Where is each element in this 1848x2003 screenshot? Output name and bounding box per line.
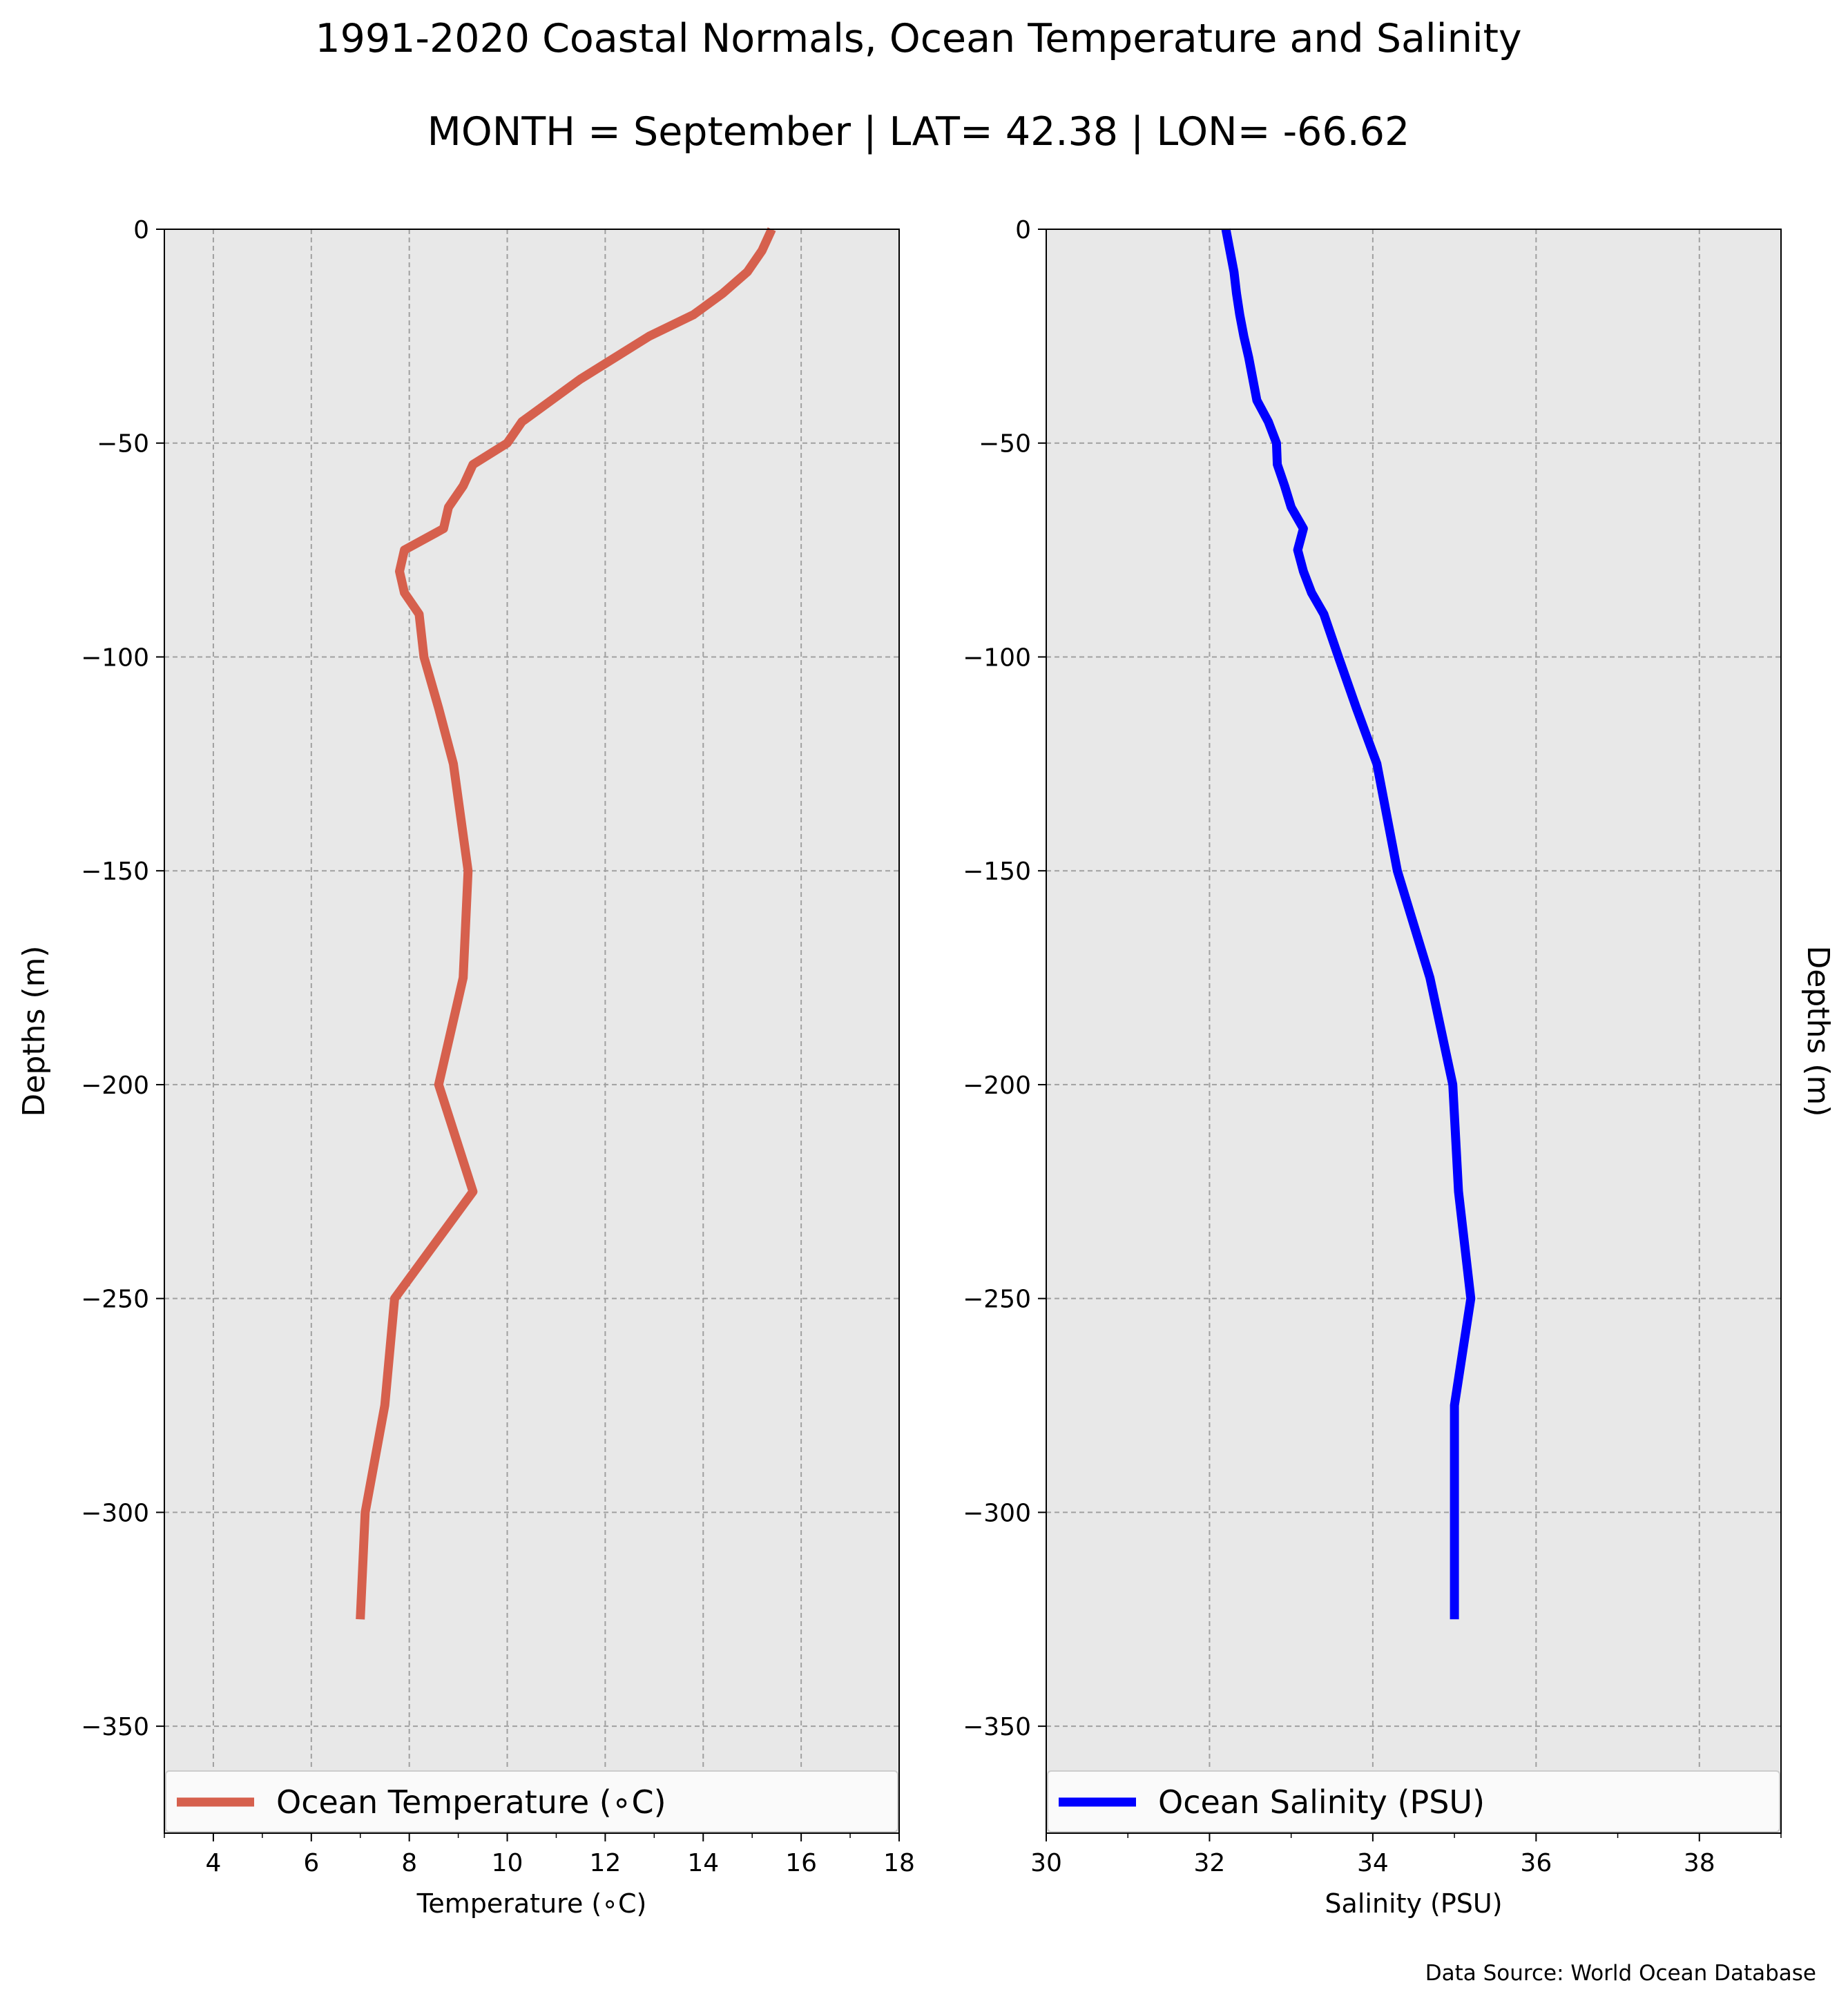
- y-tick-label: −200: [81, 1072, 149, 1100]
- y-axis-label: Depths (m): [1800, 945, 1836, 1116]
- x-tick-label: 6: [303, 1849, 319, 1877]
- legend: Ocean Temperature (∘C): [165, 1770, 898, 1832]
- x-tick-label: 8: [401, 1849, 417, 1877]
- x-tick-label: 10: [492, 1849, 523, 1877]
- x-tick-label: 4: [205, 1849, 221, 1877]
- x-tick-label: 34: [1357, 1849, 1389, 1877]
- y-tick-label: −350: [963, 1713, 1031, 1741]
- y-tick-label: 0: [133, 216, 149, 244]
- x-tick-label: 18: [883, 1849, 915, 1877]
- y-axis-label: Depths (m): [17, 945, 52, 1116]
- axes-frame: [164, 229, 900, 1834]
- legend-box: [165, 1770, 898, 1832]
- axes-frame: [1046, 229, 1782, 1834]
- x-tick-label: 36: [1520, 1849, 1552, 1877]
- x-tick-label: 38: [1684, 1849, 1715, 1877]
- x-tick-label: 30: [1030, 1849, 1062, 1877]
- y-ticks: 0 −50 −100 −150 −200 −250 −300 −350: [81, 216, 164, 1741]
- salinity-panel: Ocean Salinity (PSU) 30 32 34 36 38 0 −50 −100 −1…: [963, 216, 1836, 1919]
- legend-box: [1047, 1770, 1780, 1832]
- x-tick-label: 32: [1194, 1849, 1226, 1877]
- y-tick-label: −50: [979, 430, 1031, 458]
- y-tick-label: −100: [963, 644, 1031, 672]
- y-tick-label: −350: [81, 1713, 149, 1741]
- y-tick-label: −150: [81, 858, 149, 886]
- legend-label: Ocean Salinity (PSU): [1158, 1783, 1485, 1821]
- y-tick-label: −250: [81, 1286, 149, 1314]
- y-tick-label: 0: [1015, 216, 1031, 244]
- y-tick-label: −200: [963, 1072, 1031, 1100]
- series-line-1-0: [1221, 228, 1476, 1620]
- y-tick-label: −250: [963, 1286, 1031, 1314]
- y-tick-label: −300: [963, 1499, 1031, 1527]
- chart-title: 1991-2020 Coastal Normals, Ocean Tempera…: [315, 16, 1521, 61]
- x-tick-label: 16: [785, 1849, 817, 1877]
- x-ticks: 30 32 34 36 38: [1030, 1833, 1782, 1877]
- chart-subtitle: MONTH = September | LAT= 42.38 | LON= -6…: [427, 109, 1410, 155]
- plot-background: [164, 229, 899, 1833]
- y-tick-label: −300: [81, 1499, 149, 1527]
- series-line-0-0: [356, 227, 776, 1620]
- x-tick-label: 14: [687, 1849, 719, 1877]
- x-ticks: 4 6 8 10 12 14 16 18: [164, 1833, 915, 1877]
- x-axis-label: Salinity (PSU): [1325, 1888, 1502, 1919]
- gridlines: [1046, 229, 1781, 1833]
- source-note: Data Source: World Ocean Database: [1425, 1961, 1816, 1986]
- temperature-panel: Ocean Temperature (∘C) 4 6 8 10 12 14 16 18 0 −50 −…: [17, 216, 915, 1919]
- legend: Ocean Salinity (PSU): [1047, 1770, 1780, 1832]
- legend-label: Ocean Temperature (∘C): [276, 1783, 666, 1821]
- y-ticks: 0 −50 −100 −150 −200 −250 −300 −350: [963, 216, 1046, 1741]
- gridlines: [164, 229, 899, 1833]
- y-tick-label: −150: [963, 858, 1031, 886]
- y-tick-label: −50: [97, 430, 149, 458]
- plot-background: [1046, 229, 1781, 1833]
- y-tick-label: −100: [81, 644, 149, 672]
- x-axis-label: Temperature (∘C): [416, 1888, 647, 1919]
- x-tick-label: 12: [589, 1849, 621, 1877]
